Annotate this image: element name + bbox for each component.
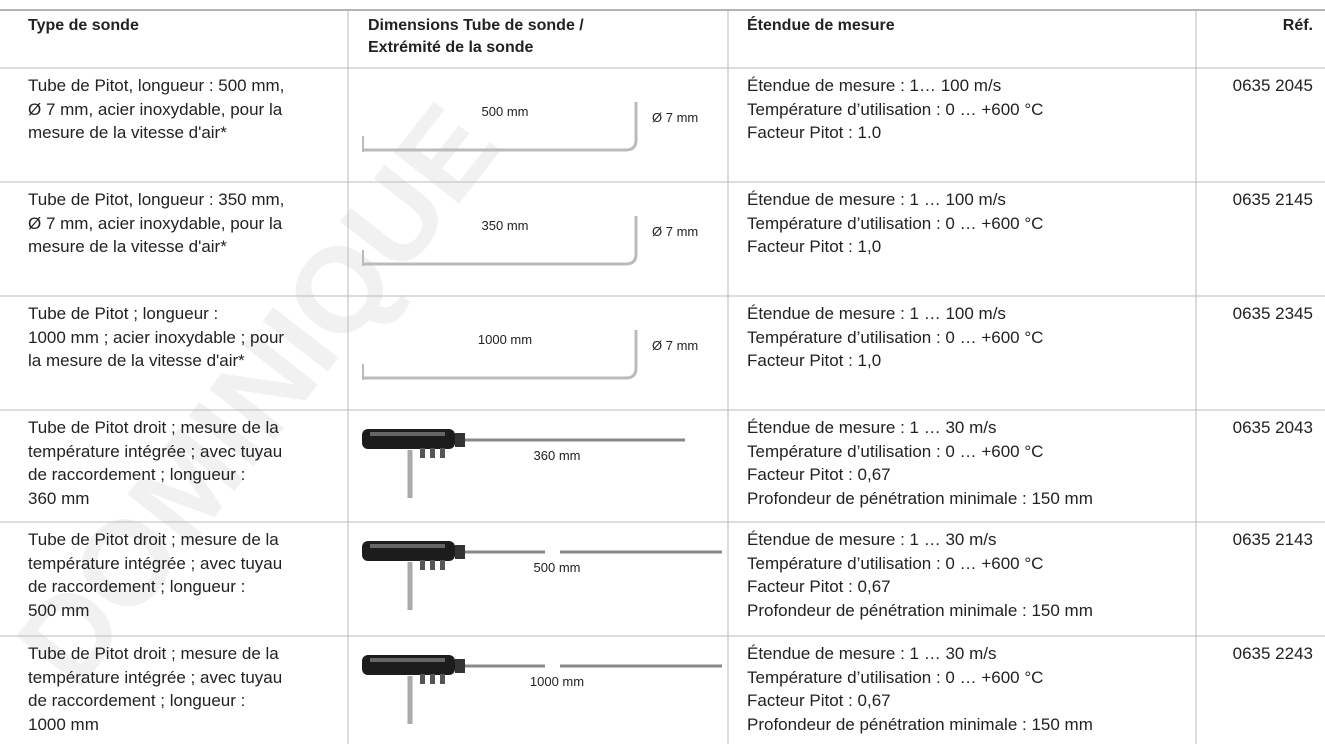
handle-end xyxy=(455,433,465,447)
connector xyxy=(430,674,435,684)
header-cell: Dimensions Tube de sonde / Extrémité de l… xyxy=(368,15,708,59)
text-line: Étendue de mesure : 1 … 100 m/s xyxy=(747,304,1006,323)
text-line: Température d’utilisation : 0 … +600 °C xyxy=(747,99,1044,119)
header-cell: Type de sonde xyxy=(28,15,328,37)
text-line: de raccordement ; longueur : xyxy=(28,465,246,484)
text-line: Étendue de mesure xyxy=(747,17,895,34)
text-line: Étendue de mesure : 1 … 30 m/s xyxy=(747,418,997,437)
reference: 0635 2145 xyxy=(1232,190,1313,209)
text-line: Facteur Pitot : 0,67 xyxy=(747,691,891,710)
text-line: Facteur Pitot : 0,67 xyxy=(747,577,891,596)
connector xyxy=(430,560,435,570)
tube-drawing xyxy=(362,216,638,266)
text-line: Tube de Pitot, longueur : 500 mm, xyxy=(28,76,285,95)
text-line: de raccordement ; longueur : xyxy=(28,691,246,710)
measuring-range: Étendue de mesure : 1 … 30 m/s Températur… xyxy=(747,528,1187,622)
connector xyxy=(440,560,445,570)
text-line: Température d’utilisation : 0 … +600 °C xyxy=(747,441,1044,461)
text-line: Température d’utilisation : 0 … +600 °C xyxy=(747,213,1044,233)
handle-highlight xyxy=(370,658,445,662)
probe-type: Tube de Pitot droit ; mesure de la tempér… xyxy=(28,528,338,622)
text-line: Facteur Pitot : 1.0 xyxy=(747,123,882,142)
text-line: Tube de Pitot droit ; mesure de la xyxy=(28,418,279,437)
text-line: 1000 mm xyxy=(28,714,99,734)
connector xyxy=(420,674,425,684)
text-line: de raccordement ; longueur : xyxy=(28,577,246,596)
length-label: 1000 mm xyxy=(478,332,532,347)
measuring-range: Étendue de mesure : 1 … 100 m/s Températu… xyxy=(747,302,1187,373)
text-line: Étendue de mesure : 1 … 30 m/s xyxy=(747,644,997,663)
handle-end xyxy=(455,659,465,673)
text-line: température intégrée ; avec tuyau xyxy=(28,441,283,461)
reference: 0635 2045 xyxy=(1232,76,1313,95)
text-line: Extrémité de la sonde xyxy=(368,39,534,56)
connector xyxy=(430,448,435,458)
text-line: 360 mm xyxy=(28,488,90,508)
reference: 0635 2243 xyxy=(1232,644,1313,663)
text-line: Dimensions Tube de sonde / xyxy=(368,17,584,34)
text-line: Étendue de mesure : 1 … 30 m/s xyxy=(747,530,997,549)
text-line: Température d’utilisation : 0 … +600 °C xyxy=(747,667,1044,687)
connector xyxy=(440,674,445,684)
length-label: 360 mm xyxy=(534,448,581,463)
text-line: Réf. xyxy=(1282,17,1313,34)
text-line: Facteur Pitot : 1,0 xyxy=(747,237,882,256)
text-line: la mesure de la vitesse d'air* xyxy=(28,351,245,370)
measuring-range: Étendue de mesure : 1… 100 m/s Températur… xyxy=(747,74,1187,145)
text-line: mesure de la vitesse d'air* xyxy=(28,237,227,256)
length-label: 1000 mm xyxy=(530,674,584,689)
handle-highlight xyxy=(370,544,445,548)
reference: 0635 2143 xyxy=(1232,530,1313,549)
text-line: mesure de la vitesse d'air* xyxy=(28,123,227,142)
text-line: Ø 7 mm, acier inoxydable, pour la xyxy=(28,213,283,233)
text-line: Ø 7 mm, acier inoxydable, pour la xyxy=(28,99,283,119)
measuring-range: Étendue de mesure : 1 … 100 m/s Températu… xyxy=(747,188,1187,259)
text-line: température intégrée ; avec tuyau xyxy=(28,553,283,573)
text-line: Facteur Pitot : 1,0 xyxy=(747,351,882,370)
text-line: Étendue de mesure : 1 … 100 m/s xyxy=(747,190,1006,209)
text-line: 500 mm xyxy=(28,600,90,620)
probe-type: Tube de Pitot droit ; mesure de la tempér… xyxy=(28,642,338,736)
diameter-label: Ø 7 mm xyxy=(652,338,698,353)
text-line: température intégrée ; avec tuyau xyxy=(28,667,283,687)
text-line: Étendue de mesure : 1… 100 m/s xyxy=(747,76,1002,95)
text-line: Profondeur de pénétration minimale : 150… xyxy=(747,714,1093,734)
measuring-range: Étendue de mesure : 1 … 30 m/s Températur… xyxy=(747,642,1187,736)
text-line: Tube de Pitot droit ; mesure de la xyxy=(28,644,279,663)
text-line: Facteur Pitot : 0,67 xyxy=(747,465,891,484)
header-cell: Réf. xyxy=(1200,15,1313,37)
tube-drawing xyxy=(362,330,638,380)
text-line: Type de sonde xyxy=(28,17,139,34)
length-label: 500 mm xyxy=(534,560,581,575)
probe-type: Tube de Pitot, longueur : 350 mm, Ø 7 mm,… xyxy=(28,188,338,259)
reference: 0635 2043 xyxy=(1232,418,1313,437)
length-label: 350 mm xyxy=(482,218,529,233)
connector xyxy=(420,560,425,570)
handle-end xyxy=(455,545,465,559)
text-line: Tube de Pitot ; longueur : xyxy=(28,304,219,323)
connector xyxy=(440,448,445,458)
reference: 0635 2345 xyxy=(1232,304,1313,323)
text-line: Tube de Pitot, longueur : 350 mm, xyxy=(28,190,285,209)
text-line: Profondeur de pénétration minimale : 150… xyxy=(747,488,1093,508)
text-line: Tube de Pitot droit ; mesure de la xyxy=(28,530,279,549)
diameter-label: Ø 7 mm xyxy=(652,224,698,239)
text-line: Température d’utilisation : 0 … +600 °C xyxy=(747,327,1044,347)
text-line: 1000 mm ; acier inoxydable ; pour xyxy=(28,327,285,347)
length-label: 500 mm xyxy=(482,104,529,119)
text-line: Température d’utilisation : 0 … +600 °C xyxy=(747,553,1044,573)
probe-type: Tube de Pitot ; longueur : 1000 mm ; acie… xyxy=(28,302,338,373)
text-line: Profondeur de pénétration minimale : 150… xyxy=(747,600,1093,620)
tube-drawing xyxy=(362,102,638,152)
handle-highlight xyxy=(370,432,445,436)
measuring-range: Étendue de mesure : 1 … 30 m/s Températur… xyxy=(747,416,1187,510)
probe-type: Tube de Pitot, longueur : 500 mm, Ø 7 mm,… xyxy=(28,74,338,145)
connector xyxy=(420,448,425,458)
diameter-label: Ø 7 mm xyxy=(652,110,698,125)
header-cell: Étendue de mesure xyxy=(747,15,1177,37)
probe-type: Tube de Pitot droit ; mesure de la tempér… xyxy=(28,416,338,510)
